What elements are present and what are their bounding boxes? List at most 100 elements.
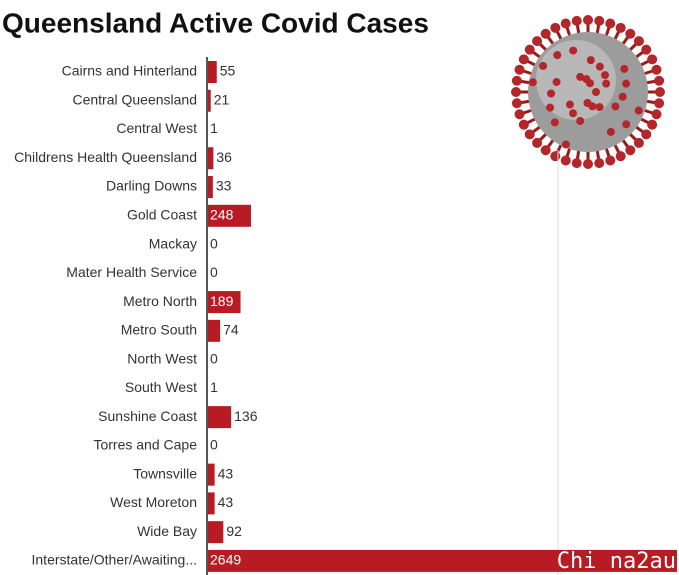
virus-spike-head xyxy=(514,64,525,75)
virus-spike-head xyxy=(647,119,658,130)
virus-spike-head xyxy=(654,98,665,109)
virus-spike-head xyxy=(633,137,644,148)
category-label: Mackay xyxy=(149,235,197,251)
value-label: 0 xyxy=(210,264,218,280)
chart-title: Queensland Active Covid Cases xyxy=(2,7,429,38)
category-label: Childrens Health Queensland xyxy=(14,149,197,165)
virus-spike-head xyxy=(550,118,559,127)
bar xyxy=(207,176,213,199)
virus-spike-head xyxy=(605,18,616,29)
value-label: 43 xyxy=(218,494,234,510)
category-label: Townsville xyxy=(133,465,197,481)
category-label: Gold Coast xyxy=(127,207,197,223)
virus-spike-head xyxy=(560,18,571,29)
virus-spike-head xyxy=(546,103,555,112)
virus-spike-head xyxy=(540,28,551,39)
category-label: Central Queensland xyxy=(72,91,197,107)
virus-spike-head xyxy=(615,22,626,33)
category-label: Darling Downs xyxy=(106,178,197,194)
category-label: Torres and Cape xyxy=(93,437,197,453)
virus-spike-head xyxy=(595,103,604,112)
virus-spike-head xyxy=(655,87,665,97)
virus-spike-head xyxy=(532,137,543,148)
virus-spike-head xyxy=(547,89,556,98)
virus-spike-head xyxy=(569,109,578,118)
virus-spike-head xyxy=(524,44,535,55)
value-label: 136 xyxy=(234,408,258,424)
virus-spike-head xyxy=(576,72,585,81)
bar xyxy=(207,61,217,83)
virus-spike-head xyxy=(611,102,620,111)
virus-spike-head xyxy=(550,22,561,33)
category-label: North West xyxy=(127,350,197,366)
virus-spike-head xyxy=(576,116,585,125)
virus-spike-head xyxy=(586,56,595,65)
category-label: Mater Health Service xyxy=(66,264,197,280)
virus-spike-head xyxy=(634,106,643,115)
category-label: West Moreton xyxy=(110,494,197,510)
value-label: 1 xyxy=(210,379,218,395)
virus-shade xyxy=(536,40,616,120)
virus-spike-head xyxy=(602,79,611,88)
virus-spike-head xyxy=(514,109,525,120)
category-label: Interstate/Other/Awaiting... xyxy=(32,552,198,568)
virus-spike-head xyxy=(528,78,537,87)
bar xyxy=(207,291,241,314)
virus-spike-head xyxy=(620,64,629,73)
bar xyxy=(207,463,215,486)
virus-spike-head xyxy=(583,15,593,25)
virus-spike-head xyxy=(625,145,636,156)
virus-spike-head xyxy=(565,100,574,109)
virus-spike-head xyxy=(583,98,592,107)
virus-spike-head xyxy=(651,109,662,120)
virus-spike-head xyxy=(592,88,600,96)
virus-spike-head xyxy=(622,79,631,88)
bar xyxy=(207,319,221,342)
value-label: 55 xyxy=(220,63,236,79)
virus-spike-head xyxy=(625,28,636,39)
virus-spike-head xyxy=(641,44,652,55)
value-label: 74 xyxy=(223,322,239,338)
value-label: 36 xyxy=(216,149,232,165)
virus-spike-head xyxy=(585,79,594,88)
value-label: 0 xyxy=(210,437,218,453)
virus-spike-head xyxy=(601,71,610,80)
category-label: Wide Bay xyxy=(137,523,197,539)
watermark: Chi na2au xyxy=(557,549,676,574)
virus-spike-head xyxy=(540,145,551,156)
virus-spike-head xyxy=(511,98,522,109)
virus-spike-head xyxy=(511,75,522,86)
virus-spike-head xyxy=(518,54,529,65)
virus-spike-head xyxy=(571,158,582,169)
virus-spike-head xyxy=(561,140,570,149)
value-label: 33 xyxy=(216,178,232,194)
bar xyxy=(207,204,252,227)
virus-spike-head xyxy=(550,151,561,162)
value-label: 2649 xyxy=(210,552,241,568)
bar xyxy=(207,521,224,544)
value-label: 189 xyxy=(210,293,234,309)
virus-spike-head xyxy=(511,87,521,97)
virus-spike-head xyxy=(594,15,605,26)
virus-spike-head xyxy=(622,120,631,129)
category-label: Central West xyxy=(116,120,197,136)
virus-spike-head xyxy=(654,75,665,86)
bar xyxy=(207,147,214,170)
virus-spike-head xyxy=(524,129,535,140)
virus-spike-head xyxy=(615,151,626,162)
bar xyxy=(207,89,211,112)
bar xyxy=(207,492,215,515)
virus-illustration xyxy=(511,15,665,169)
category-label: Cairns and Hinterland xyxy=(62,63,197,79)
virus-spike-head xyxy=(633,36,644,47)
virus-spike-head xyxy=(594,158,605,169)
category-label: South West xyxy=(125,379,197,395)
virus-spike-head xyxy=(553,51,562,60)
bar xyxy=(207,549,677,572)
virus-spike-head xyxy=(618,92,627,101)
virus-spike-head xyxy=(583,159,593,169)
value-label: 0 xyxy=(210,235,218,251)
bar xyxy=(207,406,232,429)
category-label: Metro South xyxy=(121,322,197,338)
